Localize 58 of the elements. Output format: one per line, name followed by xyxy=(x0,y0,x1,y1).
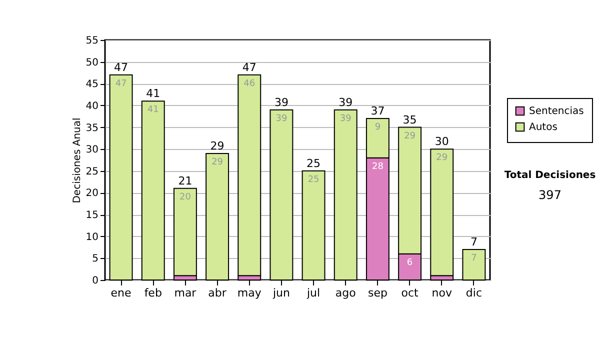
y-tick-label: 25 xyxy=(86,166,98,178)
legend-label: Sentencias xyxy=(529,106,584,117)
total-label: 39 xyxy=(338,96,353,109)
text: Total Decisiones xyxy=(503,170,597,181)
bar xyxy=(430,148,454,276)
y-tick-label: 40 xyxy=(86,100,98,112)
data-label: 20 xyxy=(179,192,192,202)
data-label: 29 xyxy=(404,131,416,142)
text: 397 xyxy=(538,188,562,202)
data-label: 39 xyxy=(340,114,352,124)
data-label: 6 xyxy=(406,258,413,268)
data-label: 9 xyxy=(374,122,381,133)
x-tick-label: feb xyxy=(144,286,162,300)
y-tick-label: 15 xyxy=(86,210,98,222)
total-label: 30 xyxy=(434,135,449,148)
y-tick-label: 55 xyxy=(86,36,98,46)
y-tick-label: 5 xyxy=(92,254,98,265)
total-label: 41 xyxy=(146,87,160,100)
total-label: 39 xyxy=(274,96,288,109)
data-label: 39 xyxy=(276,114,288,124)
x-tick-label: sep xyxy=(368,286,388,300)
x-tick-label: mar xyxy=(174,286,197,300)
x-tick-label: ago xyxy=(335,286,356,300)
total-label: 21 xyxy=(178,174,192,188)
data-label: 47 xyxy=(115,78,127,89)
x-tick-label: dic xyxy=(466,286,482,300)
x-tick-label: oct xyxy=(401,286,420,300)
x-tick-label: jul xyxy=(306,286,320,300)
total-label: 7 xyxy=(470,235,478,248)
data-label: 46 xyxy=(244,78,256,89)
data-label: 7 xyxy=(471,253,477,264)
y-tick-label: 50 xyxy=(86,57,98,68)
total-label: 37 xyxy=(370,104,385,118)
legend-label: Autos xyxy=(529,122,558,133)
data-label: 28 xyxy=(372,162,384,172)
y-tick-label: 10 xyxy=(86,232,98,243)
x-tick-label: ene xyxy=(110,286,132,300)
y-tick-label: 45 xyxy=(86,79,98,90)
y-tick-label: 20 xyxy=(86,188,98,200)
total-label: 35 xyxy=(402,113,417,126)
total-label: 47 xyxy=(242,60,256,74)
y-tick-label: 35 xyxy=(86,122,98,134)
bar xyxy=(173,188,197,276)
data-label: 29 xyxy=(436,153,448,164)
data-label: 41 xyxy=(147,105,159,116)
y-tick-label: 30 xyxy=(86,144,98,156)
total-label: 29 xyxy=(210,139,224,152)
x-tick-label: may xyxy=(237,286,262,300)
data-label: 25 xyxy=(308,174,320,185)
x-tick-label: abr xyxy=(208,286,227,300)
y-axis-title: Decisiones Anual xyxy=(72,118,83,204)
x-tick-label: nov xyxy=(432,286,452,300)
total-label: 47 xyxy=(114,60,128,74)
x-tick-label: jun xyxy=(272,286,290,300)
bar xyxy=(238,74,262,276)
total-label: 25 xyxy=(306,156,321,170)
y-tick-label: 0 xyxy=(92,276,98,286)
data-label: 29 xyxy=(212,157,224,168)
